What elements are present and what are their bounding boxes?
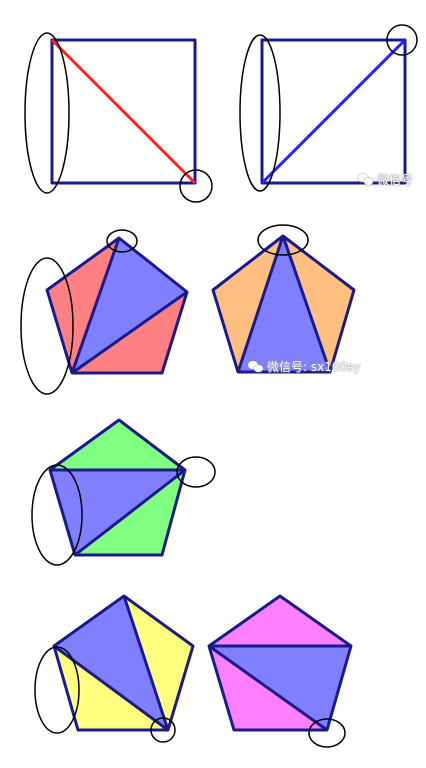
pentagon-outline bbox=[207, 594, 353, 732]
diagonal-line bbox=[122, 595, 170, 731]
highlight-ellipse-left-side bbox=[34, 646, 80, 734]
region-blue-middle bbox=[72, 238, 187, 373]
highlight-ellipse-left-side bbox=[24, 32, 70, 194]
pentagon-outline bbox=[52, 594, 195, 732]
square-figure-red-diagonal bbox=[24, 32, 213, 203]
wechat-icon bbox=[358, 173, 374, 186]
region-green-top bbox=[50, 420, 185, 470]
highlight-ellipse-left-side bbox=[31, 464, 83, 566]
pentagon-figure-magenta-blue bbox=[207, 594, 353, 748]
pentagon-figure-red-blue bbox=[20, 229, 189, 395]
region-blue-left bbox=[54, 596, 168, 730]
diagonal-line bbox=[236, 235, 285, 373]
region-blue-middle bbox=[209, 646, 351, 730]
region-blue-middle bbox=[238, 236, 330, 372]
highlight-ellipse-vertex bbox=[106, 229, 138, 253]
highlight-circle-corner bbox=[179, 169, 213, 203]
highlight-ellipse-vertex bbox=[257, 224, 309, 256]
wechat-icon bbox=[248, 360, 264, 373]
pentagon-figure-orange-blue bbox=[211, 224, 356, 374]
watermark-text: 微信号 bbox=[377, 173, 414, 187]
pentagon-outline bbox=[48, 418, 187, 557]
watermark-2: 微信号: sx100sy bbox=[248, 358, 360, 375]
pentagon-figure-green-blue bbox=[31, 418, 216, 566]
watermark-1: 微信号 bbox=[358, 171, 413, 188]
square-outline bbox=[260, 38, 407, 185]
highlight-circle-vertex bbox=[150, 717, 176, 743]
highlight-ellipse-left-side bbox=[239, 34, 281, 192]
square-outline bbox=[50, 38, 197, 185]
blue-diagonal bbox=[260, 38, 407, 185]
square-figure-blue-diagonal bbox=[239, 24, 418, 192]
highlight-ellipse-vertex bbox=[308, 718, 346, 748]
diagonal-line bbox=[208, 644, 328, 732]
pentagon-outline bbox=[45, 236, 189, 375]
red-diagonal bbox=[50, 38, 197, 185]
highlight-ellipse-left-side bbox=[20, 257, 74, 395]
pentagon-outline bbox=[211, 234, 356, 374]
diagonal-line bbox=[281, 235, 332, 373]
diagonal-line bbox=[74, 468, 186, 557]
highlight-ellipse-vertex bbox=[176, 456, 216, 488]
pentagon-figure-yellow-blue bbox=[34, 594, 195, 743]
region-red-left bbox=[47, 238, 119, 373]
region-blue-middle bbox=[50, 470, 185, 555]
diagonal-line bbox=[70, 237, 121, 374]
diagonal-line bbox=[71, 290, 188, 375]
watermark-text: 微信号: sx100sy bbox=[267, 360, 361, 374]
highlight-circle-corner bbox=[386, 24, 418, 56]
